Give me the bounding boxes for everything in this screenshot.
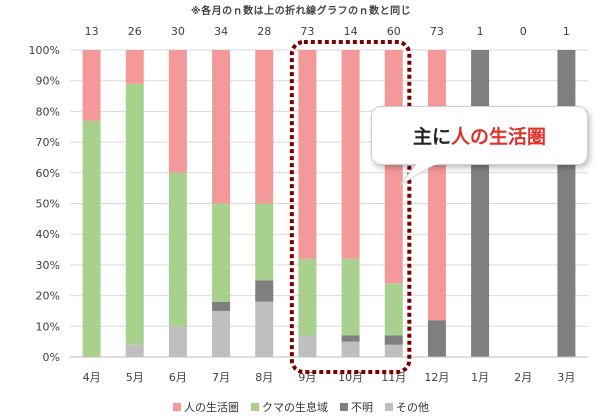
bar-segment [168,172,187,327]
y-tick-label: 90% [36,75,60,88]
n-value-label: 14 [344,25,358,38]
bar-segment [212,301,231,311]
legend-swatch [385,403,393,411]
n-value-label: 73 [300,25,314,38]
bar-segment [298,50,317,259]
callout-text-highlight: 人の生活圏 [451,126,547,148]
x-tick-label: 10月 [338,371,363,384]
bar-segment [125,83,144,345]
bar-segment [212,310,231,357]
legend-item: 不明 [340,399,373,415]
bar-segment [341,335,360,342]
x-tick-label: 1月 [471,371,489,384]
legend-item: クマの生息域 [251,399,328,415]
bar-segment [427,320,446,357]
legend-swatch [251,403,259,411]
bar-segment [298,258,317,336]
bar-segment [427,50,446,321]
n-value-label: 1 [477,25,484,38]
n-value-label: 73 [430,25,444,38]
legend-label: その他 [396,401,429,414]
x-tick-label: 5月 [126,371,144,384]
bar-segment [82,120,101,357]
bar-segment [384,344,403,357]
bar-segment [341,50,360,259]
chart-note: ※各月のｎ数は上の折れ線グラフのｎ数と同じ [190,6,412,17]
bar-segment [557,50,576,357]
legend-item: その他 [385,399,429,415]
y-tick-label: 30% [36,259,60,272]
n-value-label: 34 [214,25,228,38]
y-tick-label: 70% [36,136,60,149]
n-value-label: 13 [85,25,99,38]
callout-pointer [399,160,439,186]
callout-text: 主に 人の生活圏 [372,107,587,164]
bar-segment [168,326,187,357]
bar-segment [384,283,403,336]
y-tick-label: 50% [36,198,60,211]
legend-swatch [340,403,348,411]
y-tick-label: 40% [36,228,60,241]
legend-item: 人の生活圏 [173,399,239,415]
y-tick-label: 60% [36,167,60,180]
y-tick-label: 10% [36,320,60,333]
bar-segment [82,50,101,121]
x-tick-label: 3月 [557,371,575,384]
bar-segment [255,280,274,302]
n-value-label: 60 [387,25,401,38]
n-value-label: 26 [128,25,142,38]
callout-text-main: 主に [412,126,451,148]
y-tick-label: 80% [36,105,60,118]
x-tick-label: 4月 [83,371,101,384]
x-tick-label: 11月 [381,371,406,384]
bar-segment [384,335,403,345]
legend-label: 人の生活圏 [184,401,239,414]
bar-segment [298,335,317,357]
legend-label: 不明 [351,401,373,414]
bar-segment [125,50,144,84]
n-value-label: 1 [563,25,570,38]
n-value-label: 0 [520,25,527,38]
bar-segment [341,258,360,336]
bar-segment [255,203,274,281]
n-value-label: 28 [257,25,271,38]
legend-swatch [173,403,181,411]
bar-segment [125,344,144,357]
bar-segment [384,50,403,284]
y-tick-label: 100% [29,44,60,57]
x-tick-label: 12月 [424,371,449,384]
x-tick-label: 2月 [514,371,532,384]
bar-segment [212,203,231,302]
x-tick-label: 9月 [298,371,316,384]
bar-segment [471,50,490,357]
chart-legend: 人の生活圏 クマの生息域 不明 その他 [0,399,602,415]
callout-box: 主に 人の生活圏 [371,106,588,186]
highlight-frame [289,40,412,374]
bar-segment [168,50,187,173]
x-tick-label: 6月 [169,371,187,384]
bar-segment [255,301,274,357]
legend-label: クマの生息域 [262,401,328,414]
x-tick-label: 8月 [255,371,273,384]
bar-segment [255,50,274,204]
n-value-label: 30 [171,25,185,38]
y-tick-label: 20% [36,290,60,303]
bar-segment [212,50,231,204]
bar-segment [341,341,360,357]
x-tick-label: 7月 [212,371,230,384]
y-tick-label: 0% [43,351,60,364]
